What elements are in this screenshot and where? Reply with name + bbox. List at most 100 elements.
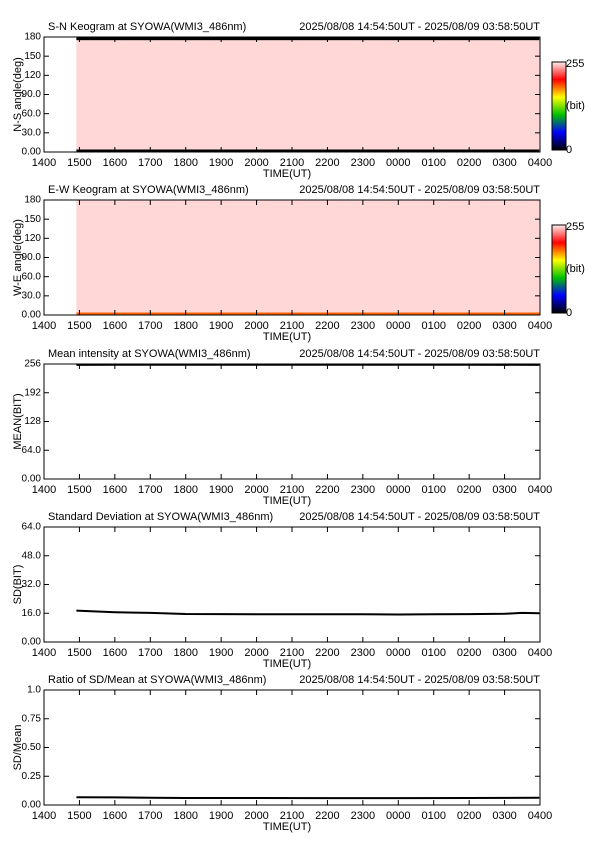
plot-frame — [43, 363, 541, 480]
y-tick-label: 192 — [24, 387, 41, 398]
x-tick-label: 1800 — [173, 484, 197, 496]
y-tick-label: 1.0 — [27, 685, 41, 696]
y-axis-label: MEAN(BIT) — [12, 393, 24, 449]
x-tick-label: 1500 — [67, 647, 91, 659]
x-tick-label: 2000 — [244, 810, 268, 822]
x-tick-label: 0300 — [492, 320, 516, 332]
x-tick-label: 0100 — [421, 484, 445, 496]
x-tick-label: 0100 — [421, 157, 445, 169]
x-tick-label: 1900 — [209, 647, 233, 659]
x-tick-label: 1500 — [67, 484, 91, 496]
x-tick-label: 1900 — [209, 157, 233, 169]
x-tick-label: 0400 — [528, 320, 552, 332]
x-tick-label: 0200 — [457, 157, 481, 169]
x-tick-label: 1400 — [32, 484, 56, 496]
x-tick-label: 1400 — [32, 320, 56, 332]
x-tick-label: 2300 — [351, 320, 375, 332]
chart-title: Ratio of SD/Mean at SYOWA(WMI3_486nm) — [48, 674, 266, 686]
colorbar-label: (bit) — [566, 100, 585, 112]
y-tick-label: 30.0 — [22, 127, 42, 138]
x-tick-label: 2100 — [280, 647, 304, 659]
x-tick-label: 2100 — [280, 320, 304, 332]
x-tick-label: 1900 — [209, 484, 233, 496]
x-tick-label: 2000 — [244, 484, 268, 496]
x-tick-label: 1900 — [209, 320, 233, 332]
x-axis-label: TIME(UT) — [263, 658, 311, 670]
heatmap-cell — [76, 312, 540, 315]
x-tick-label: 1700 — [138, 647, 162, 659]
x-tick-label: 0100 — [421, 647, 445, 659]
colorbar-label: (bit) — [566, 263, 585, 275]
heatmap-cell — [76, 149, 540, 152]
y-axis-label: SD(BIT) — [12, 565, 24, 605]
x-tick-label: 1700 — [138, 157, 162, 169]
x-tick-label: 2300 — [351, 157, 375, 169]
x-tick-label: 0400 — [528, 647, 552, 659]
x-tick-label: 1800 — [173, 647, 197, 659]
y-tick-label: 0.75 — [22, 713, 42, 724]
x-tick-label: 1400 — [32, 157, 56, 169]
x-tick-label: 0100 — [421, 320, 445, 332]
chart-title: Mean intensity at SYOWA(WMI3_486nm) — [48, 348, 251, 360]
y-tick-label: 120 — [24, 233, 41, 244]
y-tick-label: 30.0 — [22, 290, 42, 301]
heatmap-cell — [76, 37, 540, 41]
colorbar — [551, 61, 567, 151]
x-tick-label: 1600 — [103, 810, 127, 822]
x-tick-label: 0400 — [528, 157, 552, 169]
chart-title: Standard Deviation at SYOWA(WMI3_486nm) — [48, 511, 273, 523]
x-tick-label: 0000 — [386, 647, 410, 659]
x-tick-label: 2100 — [280, 810, 304, 822]
y-tick-label: 0.00 — [22, 310, 42, 321]
heatmap-cell — [76, 40, 540, 150]
x-tick-label: 0000 — [386, 484, 410, 496]
y-tick-label: 48.0 — [22, 550, 42, 561]
x-tick-label: 1600 — [103, 484, 127, 496]
y-tick-label: 0.00 — [22, 147, 42, 158]
x-tick-label: 1700 — [138, 484, 162, 496]
x-axis-label: TIME(UT) — [263, 821, 311, 833]
data-line — [76, 796, 540, 800]
y-tick-label: 0.00 — [22, 637, 42, 648]
heatmap-cell — [76, 200, 540, 313]
chart-subtitle: 2025/08/08 14:54:50UT - 2025/08/09 03:58… — [299, 511, 540, 523]
chart-subtitle: 2025/08/08 14:54:50UT - 2025/08/09 03:58… — [299, 348, 540, 360]
x-tick-label: 0300 — [492, 157, 516, 169]
y-axis-label: SD/Mean — [12, 725, 24, 771]
x-tick-label: 1600 — [103, 157, 127, 169]
x-tick-label: 1700 — [138, 810, 162, 822]
colorbar-label: 255 — [566, 58, 584, 70]
x-tick-label: 2200 — [315, 484, 339, 496]
y-tick-label: 16.0 — [22, 608, 42, 619]
x-tick-label: 2100 — [280, 157, 304, 169]
x-tick-label: 2200 — [315, 810, 339, 822]
y-tick-label: 60.0 — [22, 108, 42, 119]
y-tick-label: 128 — [24, 416, 41, 427]
y-tick-label: 60.0 — [22, 271, 42, 282]
y-tick-label: 150 — [24, 214, 41, 225]
chart-subtitle: 2025/08/08 14:54:50UT - 2025/08/09 03:58… — [299, 21, 540, 33]
x-tick-label: 1800 — [173, 157, 197, 169]
x-tick-label: 0200 — [457, 320, 481, 332]
x-tick-label: 0300 — [492, 810, 516, 822]
x-tick-label: 0200 — [457, 647, 481, 659]
x-tick-label: 2000 — [244, 320, 268, 332]
x-tick-label: 1400 — [32, 810, 56, 822]
x-tick-label: 1700 — [138, 320, 162, 332]
x-tick-label: 2200 — [315, 647, 339, 659]
x-tick-label: 0400 — [528, 810, 552, 822]
colorbar-label: 255 — [566, 221, 584, 233]
x-axis-label: TIME(UT) — [263, 495, 311, 507]
x-tick-label: 1800 — [173, 810, 197, 822]
x-tick-label: 1900 — [209, 810, 233, 822]
x-tick-label: 1600 — [103, 647, 127, 659]
x-tick-label: 0100 — [421, 810, 445, 822]
plot-frame — [43, 689, 541, 806]
chart-subtitle: 2025/08/08 14:54:50UT - 2025/08/09 03:58… — [299, 674, 540, 686]
y-axis-label: N-S angle(deg) — [12, 57, 24, 132]
y-tick-label: 0.25 — [22, 771, 42, 782]
y-tick-label: 256 — [24, 359, 41, 370]
x-axis-label: TIME(UT) — [263, 168, 311, 180]
y-axis-label: W-E angle(deg) — [12, 219, 24, 296]
